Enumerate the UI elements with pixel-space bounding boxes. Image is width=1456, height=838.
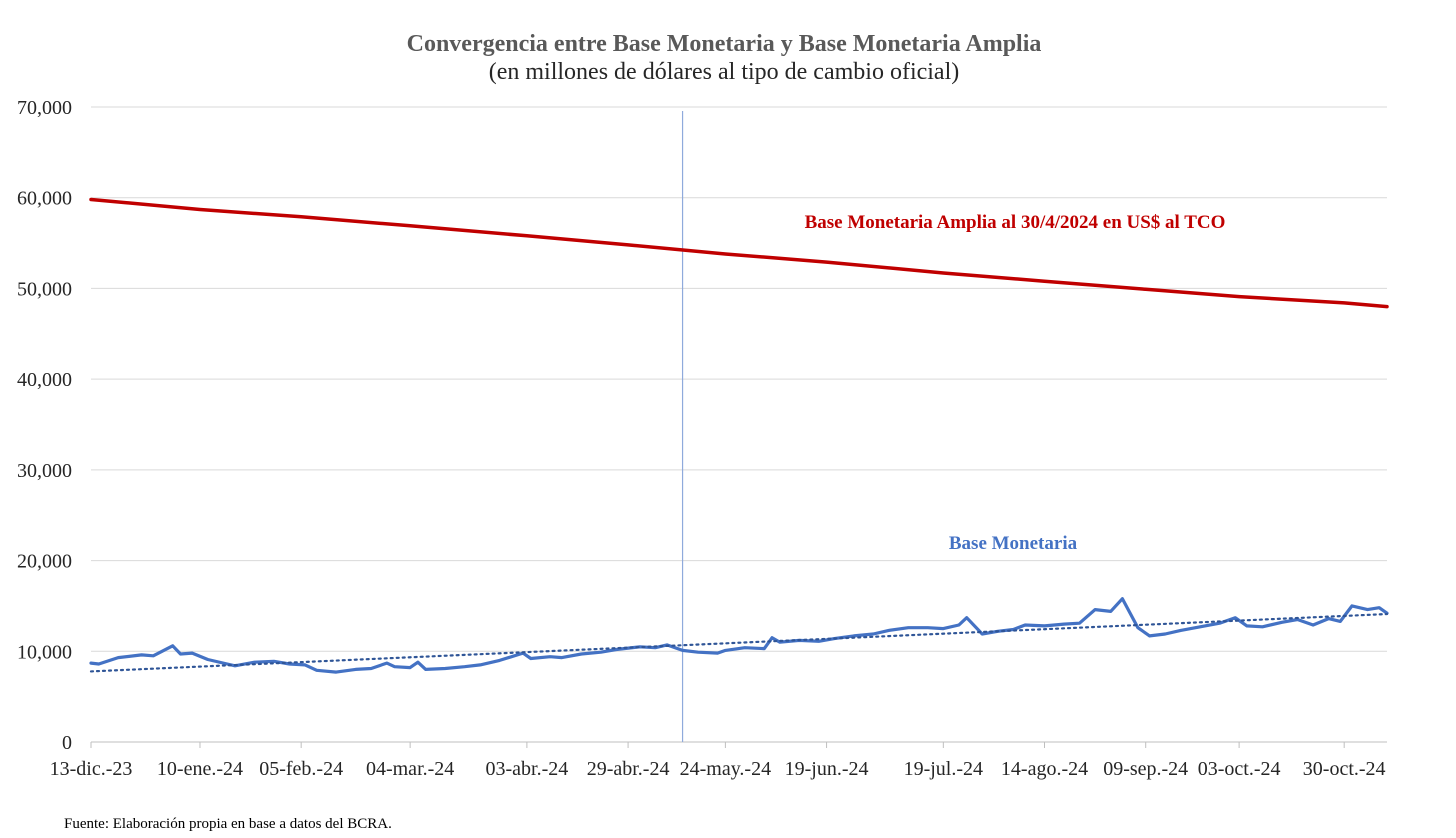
x-tick-label: 10-ene.-24 xyxy=(157,758,243,780)
y-tick-label: 70,000 xyxy=(17,97,72,119)
y-tick-label: 10,000 xyxy=(17,641,72,663)
series-line-base-monetaria-amplia xyxy=(89,197,1389,309)
series-line-base-monetaria xyxy=(89,597,1389,674)
y-tick-label: 20,000 xyxy=(17,551,72,573)
source-note: Fuente: Elaboración propia en base a dat… xyxy=(64,816,392,832)
x-tick-label: 19-jul.-24 xyxy=(904,758,983,780)
y-tick-label: 60,000 xyxy=(17,188,72,210)
x-tick-label: 09-sep.-24 xyxy=(1103,758,1188,780)
y-tick-label: 40,000 xyxy=(17,369,72,391)
trendline-base-monetaria xyxy=(89,612,1389,673)
annotation-base-monetaria-amplia: Base Monetaria Amplia al 30/4/2024 en US… xyxy=(805,212,1226,233)
y-tick-label: 0 xyxy=(62,732,72,754)
y-tick-label: 30,000 xyxy=(17,460,72,482)
annotation-base-monetaria: Base Monetaria xyxy=(949,533,1078,554)
x-tick-label: 24-may.-24 xyxy=(680,758,771,780)
chart-title: Convergencia entre Base Monetaria y Base… xyxy=(407,31,1042,57)
x-tick-label: 30-oct.-24 xyxy=(1303,758,1386,780)
x-tick-label: 04-mar.-24 xyxy=(366,758,454,780)
chart-subtitle: (en millones de dólares al tipo de cambi… xyxy=(489,59,960,85)
x-tick-label: 19-jun.-24 xyxy=(785,758,869,780)
x-axis: 13-dic.-23 10-ene.-24 05-feb.-24 04-mar.-24… xyxy=(50,741,1387,780)
x-tick-label: 03-oct.-24 xyxy=(1198,758,1281,780)
grid xyxy=(91,106,1387,652)
y-tick-label: 50,000 xyxy=(17,278,72,300)
x-tick-label: 05-feb.-24 xyxy=(259,758,343,780)
x-tick-label: 29-abr.-24 xyxy=(587,758,670,780)
y-axis-ticks: 0 10,000 20,000 30,000 40,000 50,000 60,000 70,… xyxy=(17,97,72,754)
x-tick-label: 03-abr.-24 xyxy=(486,758,569,780)
x-tick-label: 14-ago.-24 xyxy=(1001,758,1088,780)
series xyxy=(89,197,1389,674)
x-tick-label: 13-dic.-23 xyxy=(50,758,133,780)
